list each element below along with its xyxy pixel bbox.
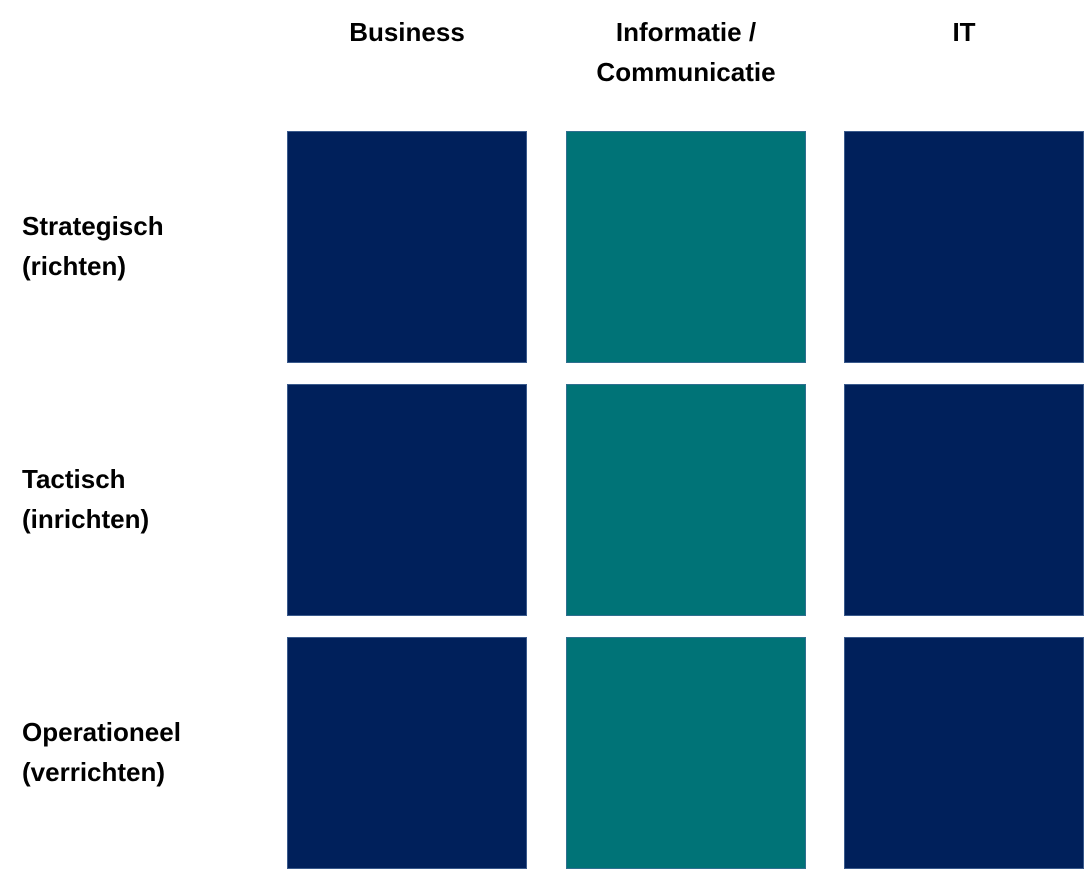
label-line: IT [952, 17, 976, 47]
grid-cell [287, 131, 527, 363]
grid-cell [566, 131, 806, 363]
row-header: Operationeel (verrichten) [22, 712, 181, 792]
row-header: Tactisch (inrichten) [22, 459, 149, 539]
label-line: (inrichten) [22, 504, 150, 534]
grid-cell [844, 131, 1084, 363]
label-line: (richten) [22, 251, 126, 281]
label-line: Tactisch [22, 464, 126, 494]
grid-cell [287, 637, 527, 869]
column-header: IT [824, 12, 1085, 52]
label-line: Communicatie [596, 57, 776, 87]
grid-cell [287, 384, 527, 616]
label-line: Strategisch [22, 211, 164, 241]
label-line: Informatie / [615, 17, 757, 47]
grid-cell [844, 637, 1084, 869]
row-header: Strategisch (richten) [22, 206, 164, 286]
grid-cell [566, 637, 806, 869]
column-header: Business [267, 12, 547, 52]
label-line: Business [349, 17, 465, 47]
grid-cell [566, 384, 806, 616]
column-header: Informatie / Communicatie [546, 12, 826, 92]
grid-cell [844, 384, 1084, 616]
label-line: (verrichten) [22, 757, 166, 787]
label-line: Operationeel [22, 717, 181, 747]
